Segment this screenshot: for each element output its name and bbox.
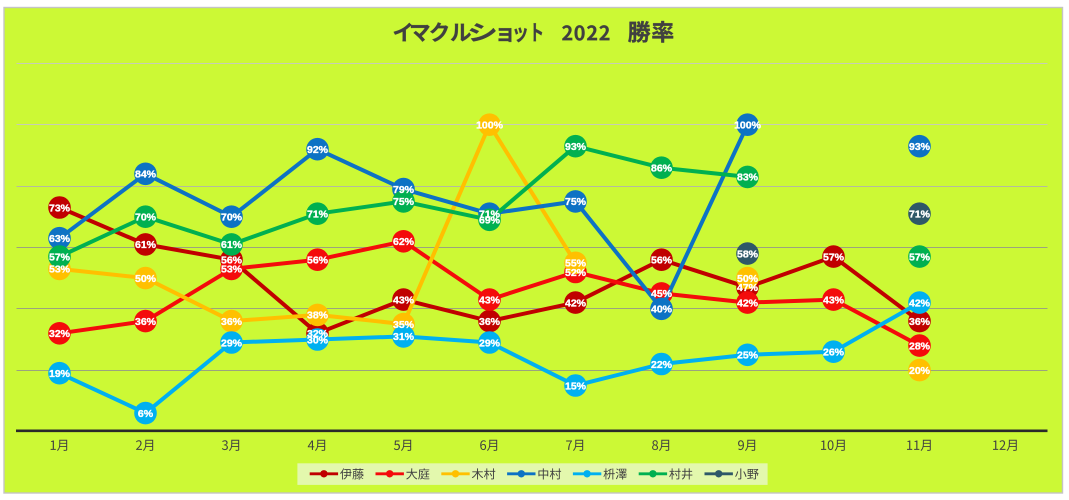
svg-text:70%: 70% <box>221 212 243 224</box>
svg-text:86%: 86% <box>651 163 673 175</box>
svg-text:32%: 32% <box>49 328 71 340</box>
svg-text:38%: 38% <box>307 310 329 322</box>
svg-text:57%: 57% <box>49 251 71 263</box>
svg-text:53%: 53% <box>221 264 243 276</box>
svg-text:50%: 50% <box>737 273 759 285</box>
svg-text:42%: 42% <box>737 297 759 309</box>
svg-text:29%: 29% <box>479 337 501 349</box>
svg-text:70%: 70% <box>135 212 157 224</box>
svg-text:36%: 36% <box>479 316 501 328</box>
svg-text:75%: 75% <box>393 196 415 208</box>
svg-text:71%: 71% <box>479 209 501 221</box>
svg-text:43%: 43% <box>823 294 845 306</box>
svg-text:36%: 36% <box>221 316 243 328</box>
svg-text:71%: 71% <box>909 209 931 221</box>
svg-text:26%: 26% <box>823 347 845 359</box>
svg-text:56%: 56% <box>651 255 673 267</box>
svg-text:79%: 79% <box>393 184 415 196</box>
svg-text:45%: 45% <box>651 288 673 300</box>
svg-text:36%: 36% <box>135 316 157 328</box>
svg-text:92%: 92% <box>307 144 329 156</box>
svg-text:61%: 61% <box>221 239 243 251</box>
svg-text:36%: 36% <box>909 316 931 328</box>
svg-text:22%: 22% <box>651 359 673 371</box>
svg-text:20%: 20% <box>909 365 931 377</box>
svg-text:55%: 55% <box>565 258 587 270</box>
svg-text:31%: 31% <box>393 331 415 343</box>
svg-text:56%: 56% <box>221 255 243 267</box>
svg-text:42%: 42% <box>909 297 931 309</box>
svg-text:53%: 53% <box>49 264 71 276</box>
svg-text:93%: 93% <box>909 141 931 153</box>
svg-text:61%: 61% <box>135 239 157 251</box>
svg-text:93%: 93% <box>565 141 587 153</box>
svg-text:47%: 47% <box>737 282 759 294</box>
svg-text:69%: 69% <box>479 215 501 227</box>
svg-text:57%: 57% <box>823 251 845 263</box>
svg-text:50%: 50% <box>135 273 157 285</box>
svg-text:25%: 25% <box>737 350 759 362</box>
svg-text:100%: 100% <box>734 120 762 132</box>
svg-text:83%: 83% <box>737 172 759 184</box>
svg-text:62%: 62% <box>393 236 415 248</box>
svg-text:84%: 84% <box>135 169 157 181</box>
svg-text:100%: 100% <box>476 120 504 132</box>
svg-text:35%: 35% <box>393 319 415 331</box>
svg-text:30%: 30% <box>307 334 329 346</box>
svg-text:52%: 52% <box>565 267 587 279</box>
svg-text:57%: 57% <box>909 251 931 263</box>
svg-text:56%: 56% <box>307 255 329 267</box>
svg-text:6%: 6% <box>138 408 154 420</box>
svg-text:32%: 32% <box>307 328 329 340</box>
svg-text:63%: 63% <box>49 233 71 245</box>
svg-text:71%: 71% <box>307 209 329 221</box>
svg-text:19%: 19% <box>49 368 71 380</box>
svg-text:75%: 75% <box>565 196 587 208</box>
svg-text:43%: 43% <box>393 294 415 306</box>
svg-text:15%: 15% <box>565 380 587 392</box>
svg-text:29%: 29% <box>221 337 243 349</box>
svg-text:58%: 58% <box>737 248 759 260</box>
svg-text:40%: 40% <box>651 304 673 316</box>
svg-text:28%: 28% <box>909 340 931 352</box>
svg-text:73%: 73% <box>49 202 71 214</box>
svg-text:43%: 43% <box>479 294 501 306</box>
svg-text:42%: 42% <box>565 297 587 309</box>
